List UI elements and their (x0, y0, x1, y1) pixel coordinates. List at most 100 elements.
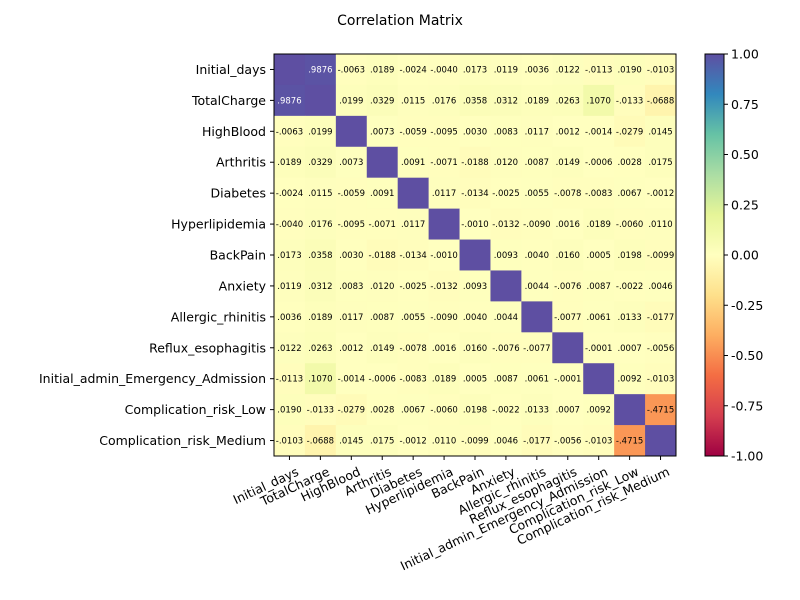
cell-value-label: -.0071 (369, 220, 396, 230)
heatmap-cell (521, 363, 553, 395)
heatmap-cell (428, 301, 460, 333)
heatmap-cell (428, 270, 460, 302)
cell-value-label: -.0014 (338, 375, 365, 385)
cell-value-label: -.0103 (647, 65, 674, 75)
cell-value-label: -.0078 (554, 189, 581, 199)
y-tick-label: Hyperlipidemia (171, 217, 266, 232)
cell-value-label: -.0132 (492, 220, 519, 230)
cell-value-label: -.0083 (585, 189, 612, 199)
heatmap-cell (645, 363, 677, 395)
heatmap-cell (335, 270, 368, 302)
cell-value-label: .0046 (494, 437, 518, 447)
cell-value-label: .0067 (617, 189, 641, 199)
heatmap-cell (521, 54, 553, 86)
heatmap-cell (583, 363, 615, 395)
heatmap-cell (335, 394, 368, 426)
heatmap-cell (335, 177, 368, 210)
heatmap-cell (304, 394, 337, 426)
cell-value-label: .0040 (525, 251, 549, 261)
cell-value-label: -.0006 (369, 375, 396, 385)
heatmap-cell (614, 332, 646, 364)
cell-value-label: .0028 (617, 158, 641, 168)
heatmap-cell (397, 115, 430, 148)
cell-value-label: .0046 (648, 282, 672, 292)
cell-value-label: -.0103 (647, 375, 674, 385)
heatmap-cell (583, 270, 615, 302)
cell-value-label: -.0012 (399, 437, 426, 447)
y-tick-label: Reflux_esophagitis (149, 340, 266, 355)
cell-value-label: .0176 (432, 96, 456, 106)
heatmap-cell (645, 301, 677, 333)
cell-value-label: -.0014 (585, 127, 612, 137)
cell-value-label: -.0177 (523, 437, 550, 447)
cell-value-label: -.0077 (554, 313, 581, 323)
heatmap-cell (397, 177, 430, 210)
heatmap-cell (397, 146, 430, 179)
cell-value-label: -.0688 (307, 437, 334, 447)
cell-value-label: -.0113 (276, 375, 303, 385)
cell-value-label: -.0022 (492, 406, 519, 416)
cell-value-label: .0115 (401, 96, 425, 106)
cell-value-label: .0149 (556, 158, 580, 168)
heatmap-cell (459, 270, 491, 302)
heatmap-cell (645, 54, 677, 86)
cell-value-label: .0190 (617, 65, 641, 75)
cell-value-label: .0189 (525, 96, 549, 106)
cell-value-label: .0030 (463, 127, 487, 137)
cell-value-label: .0007 (556, 406, 580, 416)
cell-value-label: -.0059 (399, 127, 426, 137)
heatmap-cell (552, 146, 584, 179)
heatmap-cell (459, 394, 491, 426)
heatmap-cell (614, 54, 646, 86)
heatmap-cell (335, 425, 368, 457)
heatmap-cell (645, 425, 677, 457)
y-tick-label: HighBlood (202, 124, 266, 139)
cell-value-label: .0189 (432, 375, 456, 385)
cell-value-label: .0016 (556, 220, 580, 230)
heatmap-cell (614, 208, 646, 240)
cell-value-label: -.0113 (585, 65, 612, 75)
cell-value-label: -.0024 (399, 65, 426, 75)
cell-value-label: .0087 (370, 313, 394, 323)
heatmap-cell (366, 239, 399, 271)
cell-value-label: .0119 (277, 282, 301, 292)
cell-value-label: -.0071 (430, 158, 457, 168)
heatmap-cell (552, 301, 584, 333)
cell-value-label: -.0095 (338, 220, 365, 230)
cell-value-label: .0030 (339, 251, 363, 261)
heatmap-cell (552, 208, 584, 240)
heatmap-cell (397, 54, 430, 86)
cell-value-label: -.4715 (616, 437, 643, 447)
cell-value-label: -.0090 (430, 313, 457, 323)
cell-value-label: .0175 (370, 437, 394, 447)
heatmap-cell (552, 115, 584, 148)
cell-value-label: -.0688 (647, 96, 674, 106)
heatmap-cell (645, 332, 677, 364)
colorbar-tick-label: -0.75 (731, 398, 763, 413)
y-tick-label: BackPain (210, 248, 266, 263)
heatmap-cell (583, 301, 615, 333)
heatmap-cell (459, 425, 491, 457)
heatmap-cell (521, 84, 553, 117)
cell-value-label: -.0076 (554, 282, 581, 292)
colorbar-tick-label: -0.25 (731, 298, 763, 313)
heatmap-cell (428, 239, 460, 271)
cell-value-label: .0115 (308, 189, 332, 199)
heatmap-cell (583, 425, 615, 457)
y-tick-label: Complication_risk_Low (125, 402, 266, 417)
cell-value-label: -.0177 (647, 313, 674, 323)
cell-value-label: .0117 (401, 220, 425, 230)
heatmap-cell (521, 394, 553, 426)
cell-value-label: -.0025 (492, 189, 519, 199)
heatmap-cell (552, 363, 584, 395)
cell-value-label: .0145 (648, 127, 672, 137)
heatmap-cell (583, 332, 615, 364)
heatmap-cell (274, 146, 306, 179)
heatmap-cell (304, 270, 337, 302)
heatmap-cell (366, 146, 399, 179)
heatmap-cell (304, 363, 337, 395)
heatmap-cell (490, 208, 522, 240)
heatmap-cell (583, 115, 615, 148)
heatmap-cell (335, 146, 368, 179)
